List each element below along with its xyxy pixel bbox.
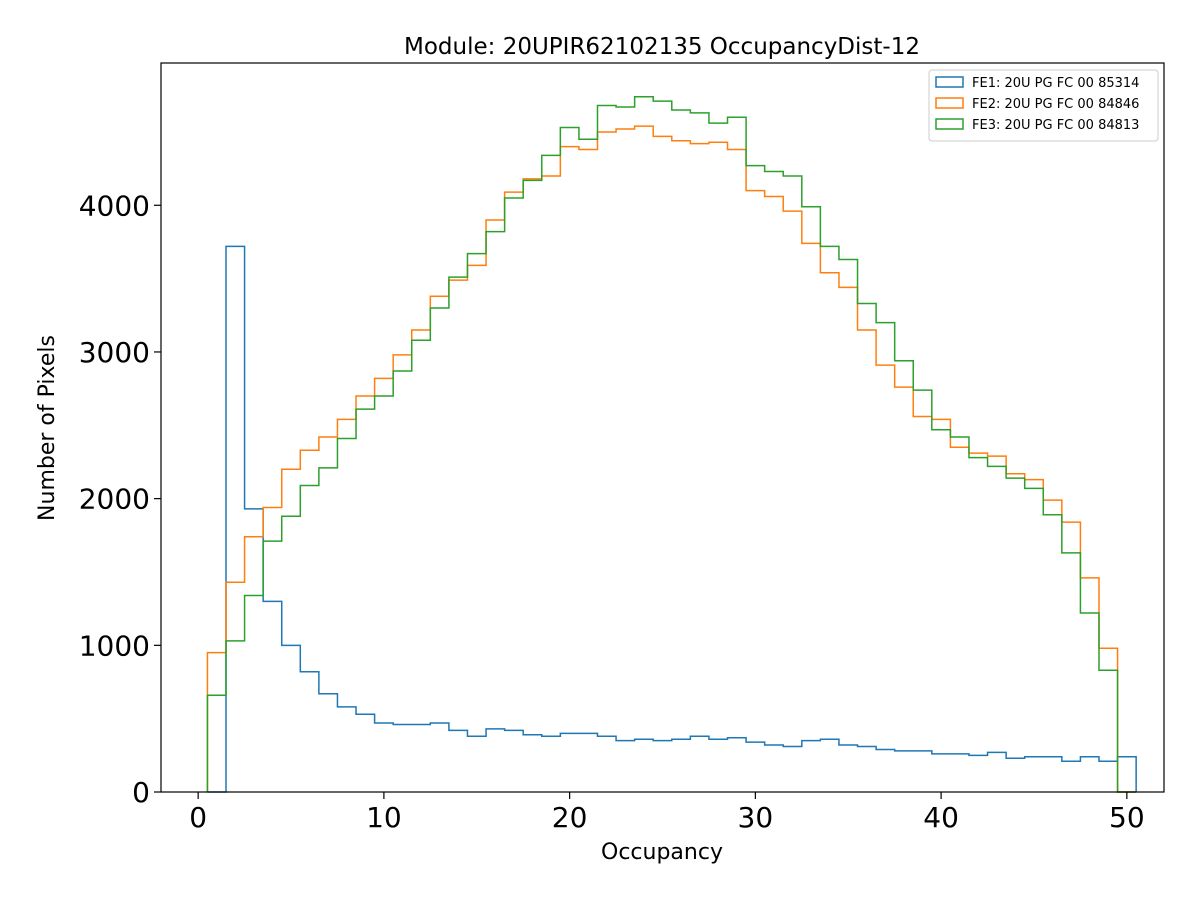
x-tick-label: 0	[189, 801, 207, 834]
x-tick-label: 20	[552, 801, 588, 834]
x-tick-label: 30	[738, 801, 774, 834]
x-tick-label: 40	[923, 801, 959, 834]
series-2-step-line	[206, 125, 1137, 793]
series-layer	[206, 95, 1137, 793]
series-3-step-line	[206, 95, 1137, 793]
x-tick-label: 10	[366, 801, 402, 834]
y-axis-ticks: 0 1000 2000 3000 4000	[79, 189, 161, 809]
y-tick-label: 4000	[79, 189, 150, 222]
y-tick-label: 0	[132, 776, 150, 809]
legend-swatch	[935, 97, 964, 109]
legend-swatch	[935, 118, 964, 130]
y-tick-label: 2000	[79, 483, 150, 516]
series-1-step-line	[207, 245, 1137, 793]
legend-entry: FE1: 20U PG FC 00 85314	[972, 76, 1139, 91]
x-axis-ticks: 0 10 20 30 40 50	[189, 792, 1145, 834]
y-axis-label: Number of Pixels	[35, 335, 60, 521]
x-axis-label: Occupancy	[601, 840, 723, 865]
x-tick-label: 50	[1109, 801, 1145, 834]
y-tick-label: 3000	[79, 336, 150, 369]
plot-frame	[160, 62, 1165, 793]
chart-title: Module: 20UPIR62102135 OccupancyDist-12	[404, 34, 920, 60]
legend-box	[928, 69, 1159, 142]
legend: FE1: 20U PG FC 00 85314 FE2: 20U PG FC 00…	[928, 69, 1159, 142]
legend-entry: FE3: 20U PG FC 00 84813	[972, 118, 1139, 133]
y-tick-label: 1000	[79, 629, 150, 662]
legend-entry: FE2: 20U PG FC 00 84846	[972, 97, 1139, 112]
legend-swatch	[935, 76, 964, 88]
